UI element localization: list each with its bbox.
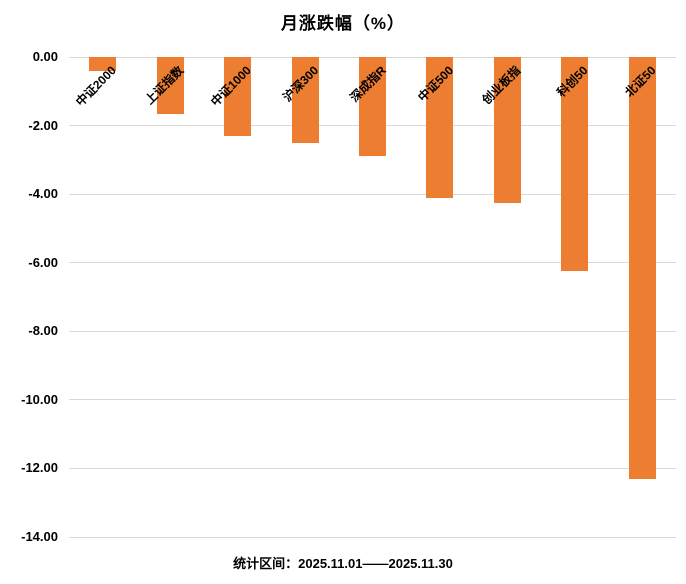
bar-中证1000 — [224, 57, 252, 136]
stat-period-footer: 统计区间：2025.11.01——2025.11.30 — [233, 556, 453, 571]
bar-创业板指 — [493, 57, 521, 203]
gridline — [69, 330, 676, 332]
gridline — [69, 399, 676, 401]
bar-沪深300 — [291, 57, 319, 143]
bar-中证2000 — [89, 57, 117, 71]
bar-深成指R — [359, 57, 386, 157]
y-axis-tick-label: -8.00 — [28, 323, 58, 339]
gridline — [69, 536, 676, 538]
gridline — [69, 262, 676, 264]
bar-上证指数 — [156, 57, 184, 114]
y-axis-tick-label: -14.00 — [21, 529, 58, 544]
y-axis-tick-label: -6.00 — [28, 254, 58, 270]
y-axis-tick-label: -2.00 — [28, 117, 58, 133]
y-axis-tick-label: -12.00 — [21, 460, 58, 476]
category-label: 中证2000 — [73, 63, 119, 110]
y-axis-tick-label: 0.00 — [32, 49, 58, 64]
y-axis-tick-label: -10.00 — [21, 391, 58, 407]
bar-科创50 — [561, 57, 589, 272]
bar-北证50 — [628, 57, 656, 479]
bar-中证500 — [426, 57, 454, 198]
chart-title: 月涨跌幅（%） — [280, 14, 406, 33]
y-axis-tick-label: -4.00 — [28, 186, 58, 202]
gridline — [69, 193, 676, 195]
gridline — [69, 467, 676, 469]
